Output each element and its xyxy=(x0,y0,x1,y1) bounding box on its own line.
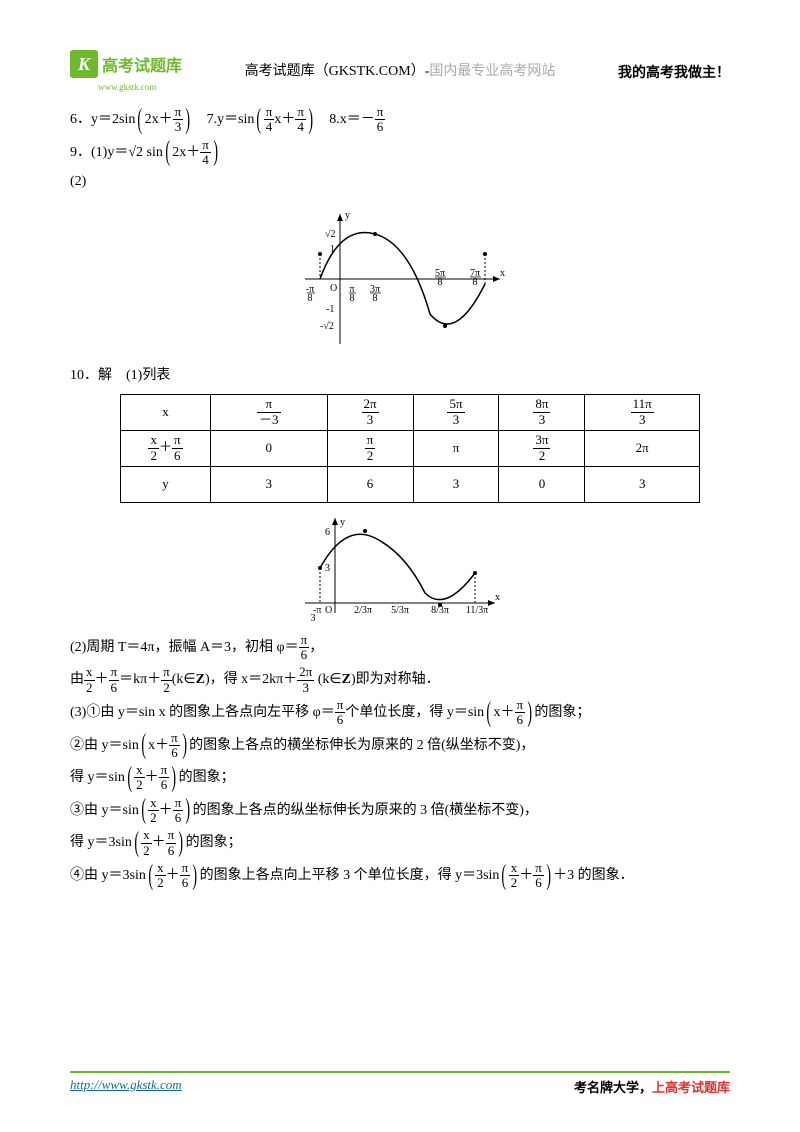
table-cell: π2 xyxy=(327,430,413,466)
answer-10: 10．解 (1)列表 xyxy=(70,364,730,388)
sine-graph-1: x y O √2 1 -1 -√2 -π 8 π xyxy=(290,204,510,354)
svg-text:5/3π: 5/3π xyxy=(391,605,409,616)
svg-text:y: y xyxy=(345,210,350,221)
answer-6-7-8: 6．y＝2sin(2x＋π3) 7.y＝sin(π4x＋π4) 8.x＝－π6 xyxy=(70,105,730,135)
header-slogan: 我的高考我做主！ xyxy=(618,62,730,82)
q8-label: 8.x＝－ xyxy=(329,112,375,127)
table-cell: 6 xyxy=(327,466,413,502)
q7-label: 7.y＝sin xyxy=(207,112,255,127)
svg-text:3: 3 xyxy=(311,613,316,623)
header-title-2: 国内最专业高考网站 xyxy=(429,64,555,79)
svg-text:8: 8 xyxy=(438,277,443,288)
svg-text:y: y xyxy=(340,517,345,528)
page: K 高考试题库 www.gkstk.com 高考试题库（GKSTK.COM）-国… xyxy=(0,0,800,934)
table-cell: 3 xyxy=(585,466,700,502)
part3-3a: ③由 y＝sin(x2＋π6)的图象上各点的纵坐标伸长为原来的 3 倍(横坐标不… xyxy=(70,796,730,826)
part3-4: ④由 y＝3sin(x2＋π6)的图象上各点向上平移 3 个单位长度，得 y＝3… xyxy=(70,861,730,891)
table-cell: 11π3 xyxy=(585,394,700,430)
table-cell: 3 xyxy=(413,466,499,502)
svg-text:8/3π: 8/3π xyxy=(431,605,449,616)
svg-text:3: 3 xyxy=(325,563,330,574)
graph-1: x y O √2 1 -1 -√2 -π 8 π xyxy=(70,204,730,354)
table-cell: y xyxy=(121,466,211,502)
q6-label: 6．y＝2sin xyxy=(70,112,135,127)
part3-2b: 得 y＝sin(x2＋π6)的图象； xyxy=(70,763,730,793)
graph-2: x y O 6 3 -π 3 2/3π 5/3π 8/3π 11/3π xyxy=(70,513,730,623)
table-cell: π xyxy=(413,430,499,466)
q9-label: 9．(1)y＝√2 sin xyxy=(70,145,163,160)
content-body: 6．y＝2sin(2x＋π3) 7.y＝sin(π4x＋π4) 8.x＝－π6 … xyxy=(70,105,730,891)
header-title-1: 高考试题库（GKSTK.COM）- xyxy=(245,64,430,79)
table-row: x2＋π6 0 π2 π 3π2 2π xyxy=(121,430,700,466)
sine-graph-2: x y O 6 3 -π 3 2/3π 5/3π 8/3π 11/3π xyxy=(295,513,505,623)
svg-text:-1: -1 xyxy=(326,304,334,315)
page-footer: http://www.gkstk.com 考名牌大学，上高考试题库 xyxy=(70,1071,730,1096)
table-cell: 2π xyxy=(585,430,700,466)
svg-text:2/3π: 2/3π xyxy=(354,605,372,616)
table-cell: 0 xyxy=(211,430,328,466)
svg-text:8: 8 xyxy=(350,293,355,304)
logo-text: 高考试题库 xyxy=(102,58,182,75)
answer-9-2: (2) xyxy=(70,170,730,194)
part2-line2: 由x2＋π6＝kπ＋π2(k∈Z)，得 x＝2kπ＋2π3 (k∈Z)即为对称轴… xyxy=(70,665,730,695)
logo-sub: www.gkstk.com xyxy=(98,82,156,92)
svg-text:8: 8 xyxy=(308,293,313,304)
svg-text:11/3π: 11/3π xyxy=(466,605,488,616)
footer-url[interactable]: http://www.gkstk.com xyxy=(70,1077,182,1096)
table-cell: 5π3 xyxy=(413,394,499,430)
svg-text:x: x xyxy=(500,268,505,279)
table-cell: 0 xyxy=(499,466,585,502)
svg-text:8: 8 xyxy=(373,293,378,304)
svg-text:√2: √2 xyxy=(325,229,336,240)
svg-text:6: 6 xyxy=(325,527,330,538)
data-table: x π－3 2π3 5π3 8π3 11π3 x2＋π6 0 π2 π 3π2 … xyxy=(120,394,700,503)
footer-slogan: 考名牌大学，上高考试题库 xyxy=(574,1077,730,1096)
svg-text:1: 1 xyxy=(330,244,335,255)
table-cell: 8π3 xyxy=(499,394,585,430)
logo-badge: K xyxy=(70,50,98,78)
table-cell: 3 xyxy=(211,466,328,502)
table-cell: x2＋π6 xyxy=(121,430,211,466)
table-cell: 2π3 xyxy=(327,394,413,430)
part3-2a: ②由 y＝sin(x＋π6)的图象上各点的横坐标伸长为原来的 2 倍(纵坐标不变… xyxy=(70,731,730,761)
answer-9: 9．(1)y＝√2 sin(2x＋π4) xyxy=(70,138,730,168)
table-cell: π－3 xyxy=(211,394,328,430)
svg-text:x: x xyxy=(495,592,500,603)
table-cell: x xyxy=(121,394,211,430)
table-cell: 3π2 xyxy=(499,430,585,466)
svg-text:O: O xyxy=(330,283,337,294)
svg-text:O: O xyxy=(325,605,332,616)
part3-1: (3)①由 y＝sin x 的图象上各点向左平移 φ＝π6个单位长度，得 y＝s… xyxy=(70,698,730,728)
part2-line1: (2)周期 T＝4π，振幅 A＝3，初相 φ＝π6， xyxy=(70,633,730,663)
svg-text:8: 8 xyxy=(473,277,478,288)
part3-3b: 得 y＝3sin(x2＋π6)的图象； xyxy=(70,828,730,858)
site-logo: K 高考试题库 www.gkstk.com xyxy=(70,50,182,78)
table-row: y 3 6 3 0 3 xyxy=(121,466,700,502)
q6-inner: 2x＋ xyxy=(145,112,173,127)
table-row: x π－3 2π3 5π3 8π3 11π3 xyxy=(121,394,700,430)
svg-text:-√2: -√2 xyxy=(320,321,334,332)
